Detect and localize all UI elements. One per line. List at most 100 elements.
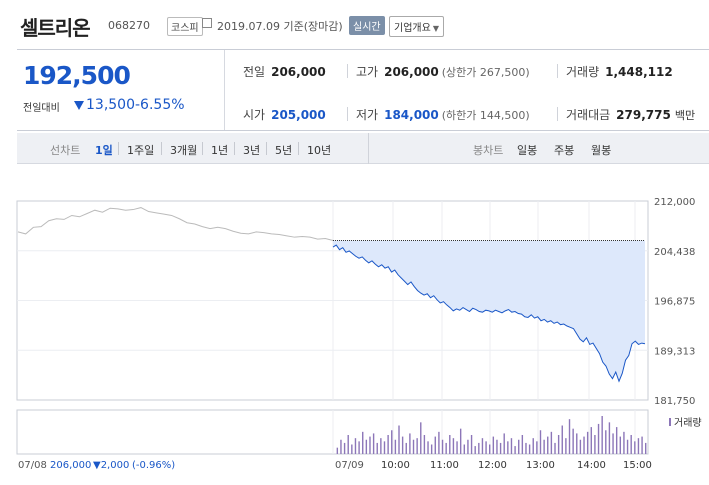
volume-bar	[645, 442, 647, 454]
volume-bar	[630, 435, 632, 454]
volume-bar	[641, 436, 643, 454]
volume-bar	[539, 430, 542, 454]
volume-bar	[514, 446, 516, 454]
x-tick-label: 10:00	[381, 460, 410, 471]
volume-bar	[503, 433, 505, 454]
volume-bar	[510, 438, 513, 454]
volume-legend-label: 거래량	[674, 417, 702, 429]
divider	[368, 133, 369, 164]
amount-unit: 백만	[674, 109, 696, 122]
change-label: 전일대비	[23, 103, 60, 114]
prev-day-line	[17, 207, 334, 241]
volume-bar	[405, 442, 407, 454]
calendar-icon	[202, 18, 212, 28]
divider	[202, 142, 203, 155]
divider	[557, 107, 558, 121]
divider	[347, 107, 348, 121]
volume-bar	[568, 419, 571, 454]
low-stat: 저가 184,000 (하한가 144,500)	[356, 106, 530, 123]
volume-bar	[463, 444, 466, 454]
volume-bar	[430, 444, 433, 454]
volume-bar	[409, 433, 411, 454]
volume-bar	[572, 428, 574, 454]
stock-code: 068270	[108, 19, 150, 32]
x-tick-label: 07/09	[335, 460, 364, 471]
volume-bar	[420, 422, 422, 454]
prev-close-stat: 전일 206,000	[243, 63, 326, 80]
x-tick-label: 14:00	[577, 460, 606, 471]
volume-bar	[499, 442, 502, 454]
candle-chart-label: 봉차트	[473, 144, 504, 157]
company-overview-dropdown[interactable]: 기업개요 ▼	[389, 16, 444, 37]
volume-bar	[626, 439, 629, 454]
line-chart-label: 선차트	[50, 144, 81, 157]
volume-bar	[474, 446, 476, 454]
divider	[234, 142, 235, 155]
tab-monthly[interactable]: 월봉	[591, 144, 612, 157]
down-arrow-icon	[74, 101, 84, 110]
volume-bar	[365, 439, 368, 454]
tab-10y[interactable]: 10년	[307, 144, 332, 157]
volume-bar	[586, 431, 589, 454]
tab-3m[interactable]: 3개월	[170, 144, 198, 157]
volume-bar	[441, 439, 444, 454]
tab-3y[interactable]: 3년	[243, 144, 261, 157]
volume-bar	[532, 438, 534, 454]
volume-bar	[608, 422, 611, 454]
volume-legend-swatch	[669, 418, 671, 426]
amount-value: 279,775	[616, 108, 671, 122]
volume-bar	[489, 444, 491, 454]
volume-bar	[623, 431, 625, 454]
volume-bar	[554, 442, 556, 454]
divider	[161, 142, 162, 155]
volume-bar	[528, 444, 531, 454]
tab-1y[interactable]: 1년	[211, 144, 229, 157]
tab-daily[interactable]: 일봉	[517, 144, 538, 157]
high-stat: 고가 206,000 (상한가 267,500)	[356, 63, 530, 80]
y-tick-label: 181,750	[654, 396, 695, 407]
volume-bar	[492, 436, 495, 454]
chart-tabs: 선차트 1일 1주일 3개월 1년 3년 5년 10년 봉차트 일봉 주봉 월봉	[17, 133, 709, 164]
volume-stat: 거래량 1,448,112	[566, 63, 673, 80]
current-price: 192,500	[23, 61, 131, 90]
low-label: 저가	[356, 108, 379, 122]
low-limit: (하한가 144,500)	[441, 109, 530, 122]
volume-bar	[347, 435, 349, 454]
volume-bar	[583, 436, 585, 454]
volume-bar	[351, 444, 353, 454]
volume-bar	[579, 439, 582, 454]
volume-bar	[449, 435, 451, 454]
company-overview-label: 기업개요	[394, 23, 431, 34]
volume-bar	[362, 431, 364, 454]
volume-bar	[634, 441, 636, 454]
volume-bar	[594, 435, 596, 454]
open-stat: 시가 205,000	[243, 106, 326, 123]
volume-bar	[470, 435, 473, 454]
prev-change: ▼2,000	[93, 460, 129, 471]
tab-1d[interactable]: 1일	[95, 144, 113, 157]
volume-bar	[615, 427, 618, 454]
volume-bar	[401, 436, 404, 454]
realtime-button[interactable]: 실시간	[349, 16, 385, 35]
volume-bar	[561, 425, 563, 454]
volume-bar	[376, 442, 378, 454]
volume-bar	[434, 436, 436, 454]
volume-label: 거래량	[566, 65, 600, 79]
volume-bar	[456, 441, 458, 454]
amount-stat: 거래대금 279,775 백만	[566, 106, 695, 123]
volume-bar	[605, 430, 607, 454]
open-label: 시가	[243, 108, 266, 122]
volume-bar	[637, 438, 640, 454]
volume-bar	[336, 447, 339, 454]
y-tick-label: 212,000	[654, 197, 695, 208]
tab-1w[interactable]: 1주일	[127, 144, 155, 157]
tab-weekly[interactable]: 주봉	[554, 144, 575, 157]
y-tick-label: 196,875	[654, 297, 695, 308]
tab-5y[interactable]: 5년	[275, 144, 293, 157]
volume-bar	[391, 430, 393, 454]
volume-bar	[521, 435, 524, 454]
x-tick-label: 12:00	[478, 460, 507, 471]
volume-bar	[550, 431, 553, 454]
x-tick-label: 11:00	[430, 460, 459, 471]
high-limit: (상한가 267,500)	[441, 66, 530, 79]
